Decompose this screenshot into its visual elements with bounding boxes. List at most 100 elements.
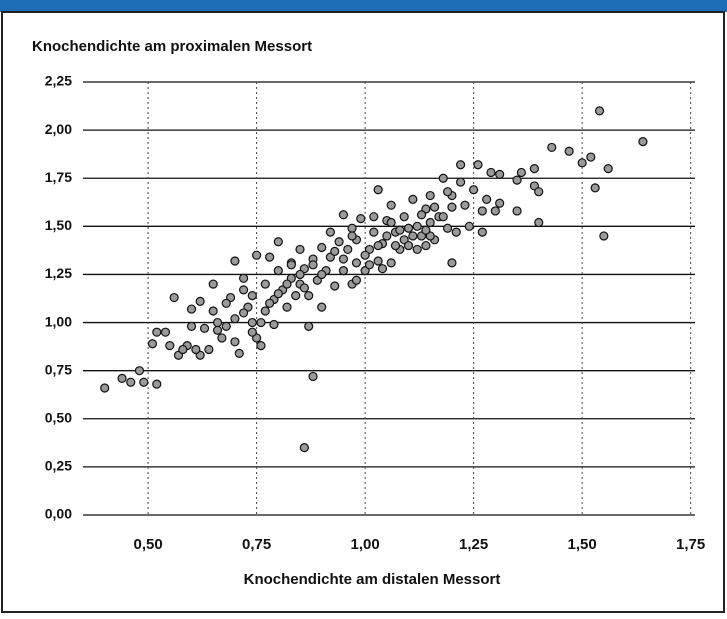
point bbox=[217, 333, 227, 343]
point bbox=[577, 158, 587, 168]
x-tick-label: 0,50 bbox=[134, 536, 163, 553]
point bbox=[429, 202, 440, 212]
point bbox=[495, 198, 505, 208]
point bbox=[178, 344, 188, 355]
point bbox=[564, 146, 574, 156]
point bbox=[247, 317, 257, 328]
y-tick-label: 0,25 bbox=[45, 458, 72, 474]
point bbox=[230, 337, 240, 347]
point bbox=[273, 237, 283, 247]
point bbox=[369, 212, 379, 222]
point bbox=[373, 185, 383, 195]
point bbox=[351, 258, 362, 268]
point bbox=[460, 200, 470, 210]
y-tick-label: 1,50 bbox=[45, 217, 72, 233]
point bbox=[282, 302, 292, 312]
point bbox=[100, 383, 110, 393]
point bbox=[343, 244, 353, 255]
point bbox=[347, 231, 357, 241]
point bbox=[295, 269, 305, 280]
point bbox=[403, 223, 414, 233]
point bbox=[286, 260, 296, 270]
point bbox=[338, 254, 349, 264]
x-axis-label: Knochendichte am distalen Messort bbox=[244, 571, 501, 588]
point bbox=[282, 279, 292, 289]
point bbox=[412, 221, 422, 231]
point bbox=[247, 327, 257, 337]
y-tick-label: 0,50 bbox=[45, 409, 72, 425]
point bbox=[386, 217, 396, 228]
point bbox=[234, 348, 244, 358]
point bbox=[299, 283, 309, 293]
y-tick-label: 1,75 bbox=[45, 169, 72, 185]
point bbox=[594, 106, 605, 116]
point bbox=[204, 344, 214, 355]
point bbox=[199, 323, 210, 333]
frame bbox=[1, 11, 725, 613]
point bbox=[386, 258, 396, 268]
point bbox=[252, 250, 262, 260]
point bbox=[230, 314, 240, 324]
point bbox=[212, 325, 223, 335]
point bbox=[317, 302, 327, 312]
point bbox=[399, 212, 409, 222]
point bbox=[325, 227, 336, 237]
point bbox=[265, 252, 275, 262]
point bbox=[356, 214, 366, 224]
point bbox=[317, 269, 327, 280]
point bbox=[126, 377, 136, 387]
point bbox=[273, 289, 283, 299]
point bbox=[269, 319, 279, 330]
point bbox=[477, 206, 487, 216]
point bbox=[304, 291, 314, 301]
y-tick-label: 2,00 bbox=[45, 121, 72, 137]
point bbox=[334, 237, 344, 247]
y-tick-label: 2,25 bbox=[45, 73, 72, 89]
point bbox=[330, 246, 340, 256]
point bbox=[416, 210, 427, 220]
point bbox=[212, 317, 223, 328]
point bbox=[238, 308, 249, 318]
point bbox=[186, 321, 197, 332]
point bbox=[377, 264, 388, 274]
point bbox=[247, 291, 257, 301]
point bbox=[169, 292, 179, 303]
point bbox=[304, 321, 314, 332]
y-tick-label: 1,00 bbox=[45, 313, 72, 329]
chart-title: Knochendichte am proximalen Messort bbox=[32, 38, 312, 55]
point bbox=[139, 377, 149, 387]
point bbox=[599, 231, 609, 241]
point bbox=[534, 217, 544, 228]
point bbox=[469, 185, 479, 195]
point bbox=[403, 240, 414, 251]
point bbox=[134, 366, 145, 376]
point bbox=[195, 296, 205, 306]
point bbox=[351, 275, 362, 285]
point bbox=[364, 260, 375, 270]
point bbox=[421, 240, 431, 251]
x-tick-label: 0,75 bbox=[242, 536, 271, 553]
point bbox=[529, 164, 540, 174]
point bbox=[512, 175, 522, 185]
point bbox=[117, 373, 127, 383]
point bbox=[308, 371, 318, 382]
x-tick-label: 1,50 bbox=[568, 536, 597, 553]
point bbox=[442, 187, 453, 197]
point bbox=[260, 306, 270, 316]
point bbox=[186, 304, 197, 314]
point bbox=[482, 194, 492, 204]
point bbox=[390, 240, 401, 251]
point bbox=[221, 321, 231, 332]
point bbox=[191, 344, 201, 355]
x-tick-label: 1,25 bbox=[459, 536, 488, 553]
point bbox=[534, 187, 544, 197]
point bbox=[386, 200, 396, 210]
point bbox=[495, 169, 505, 179]
point bbox=[425, 217, 435, 228]
point bbox=[477, 227, 487, 237]
point bbox=[238, 273, 249, 283]
point bbox=[317, 242, 327, 253]
point bbox=[160, 327, 171, 337]
point bbox=[152, 379, 162, 389]
point bbox=[451, 227, 461, 237]
